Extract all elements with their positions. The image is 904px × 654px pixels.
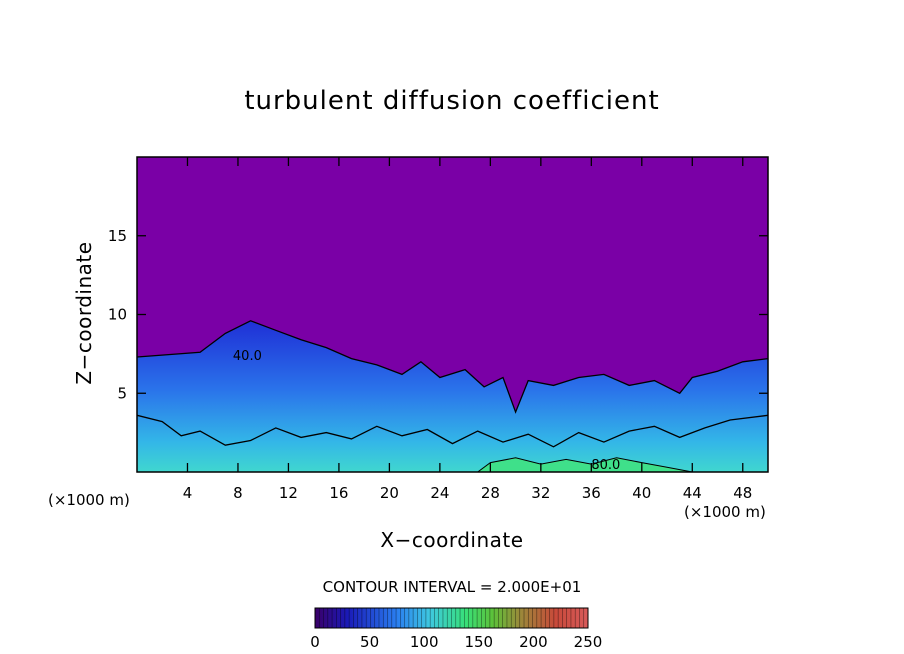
y-tick-label: 10	[108, 306, 127, 324]
x-tick-label: 28	[481, 484, 500, 502]
chart-title: turbulent diffusion coefficient	[244, 86, 660, 116]
colorbar-tick-label: 100	[410, 633, 439, 651]
contour-line-40	[137, 414, 768, 448]
x-tick-label: 48	[733, 484, 752, 502]
x-tick-label: 12	[279, 484, 298, 502]
x-tick-label: 20	[380, 484, 399, 502]
colorbar-tick-label: 0	[310, 633, 320, 651]
x-tick-label: 32	[531, 484, 550, 502]
contour-label: 80.0	[591, 458, 620, 473]
x-tick-label: 4	[183, 484, 193, 502]
colorbar-tick-label: 150	[464, 633, 493, 651]
contour-label: 40.0	[233, 349, 262, 364]
contour-line-top	[137, 320, 768, 414]
contour-interval-label: CONTOUR INTERVAL = 2.000E+01	[322, 578, 582, 596]
y-tick-label: 15	[108, 227, 127, 245]
x-tick-label: 24	[430, 484, 449, 502]
colorbar-tick-label: 250	[574, 633, 603, 651]
x-tick-label: 44	[683, 484, 702, 502]
x-tick-label: 8	[233, 484, 243, 502]
x-axis-label: X−coordinate	[380, 528, 524, 552]
colorbar-tick-label: 200	[519, 633, 548, 651]
x-tick-label: 16	[329, 484, 348, 502]
y-tick-label: 5	[117, 384, 127, 402]
colorbar-tick-label: 50	[360, 633, 379, 651]
y-axis-label: Z−coordinate	[72, 241, 96, 385]
x-tick-label: 36	[582, 484, 601, 502]
x-tick-label: 40	[632, 484, 651, 502]
x-unit-label-left: (×1000 m)	[48, 491, 130, 509]
x-unit-label-right: (×1000 m)	[684, 503, 766, 521]
turbulent-band	[137, 320, 768, 472]
